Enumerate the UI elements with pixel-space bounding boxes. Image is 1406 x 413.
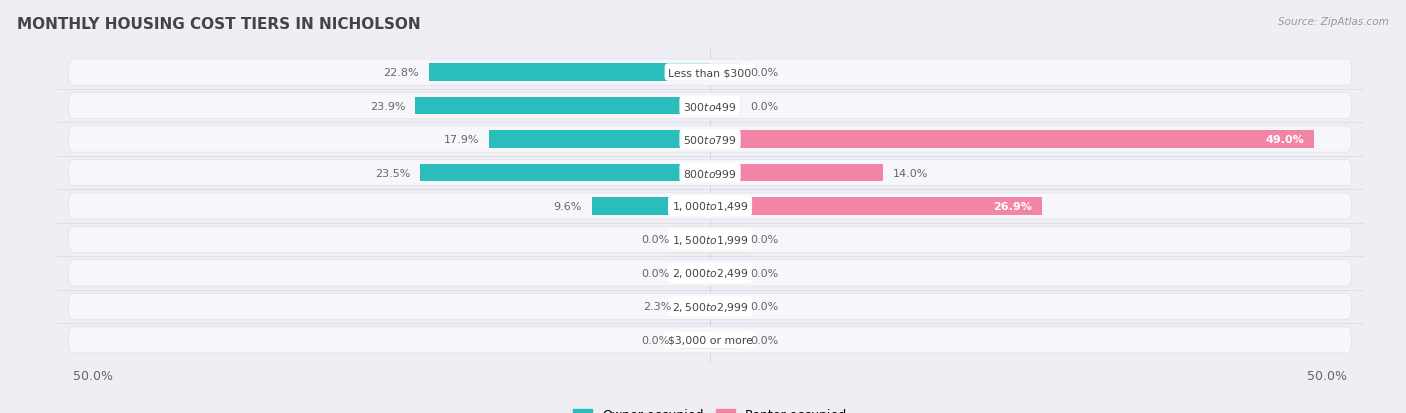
Text: $800 to $999: $800 to $999 <box>683 167 737 179</box>
Text: $2,000 to $2,499: $2,000 to $2,499 <box>672 267 748 280</box>
Bar <box>679 231 710 249</box>
Text: $1,000 to $1,499: $1,000 to $1,499 <box>672 200 748 213</box>
Bar <box>710 331 741 349</box>
FancyBboxPatch shape <box>69 294 1351 320</box>
Bar <box>710 64 741 82</box>
FancyBboxPatch shape <box>69 260 1351 286</box>
Text: 2.3%: 2.3% <box>644 301 672 312</box>
Text: Source: ZipAtlas.com: Source: ZipAtlas.com <box>1278 17 1389 26</box>
Bar <box>682 298 710 316</box>
Text: 23.5%: 23.5% <box>375 168 411 178</box>
FancyBboxPatch shape <box>69 93 1351 119</box>
FancyBboxPatch shape <box>69 193 1351 220</box>
Text: $2,500 to $2,999: $2,500 to $2,999 <box>672 300 748 313</box>
Text: 0.0%: 0.0% <box>751 335 779 345</box>
Text: MONTHLY HOUSING COST TIERS IN NICHOLSON: MONTHLY HOUSING COST TIERS IN NICHOLSON <box>17 17 420 31</box>
Text: Less than $300: Less than $300 <box>668 68 752 78</box>
Text: 17.9%: 17.9% <box>444 135 479 145</box>
Bar <box>710 298 741 316</box>
FancyBboxPatch shape <box>69 127 1351 153</box>
Text: 0.0%: 0.0% <box>751 235 779 245</box>
FancyBboxPatch shape <box>69 160 1351 186</box>
Bar <box>710 198 1042 215</box>
Text: $1,500 to $1,999: $1,500 to $1,999 <box>672 233 748 247</box>
Bar <box>592 198 710 215</box>
Legend: Owner-occupied, Renter-occupied: Owner-occupied, Renter-occupied <box>568 404 852 413</box>
Bar <box>710 231 741 249</box>
Text: 23.9%: 23.9% <box>370 101 405 112</box>
Bar <box>489 131 710 148</box>
Text: 0.0%: 0.0% <box>751 68 779 78</box>
Bar <box>429 64 710 82</box>
Bar <box>415 97 710 115</box>
Bar <box>710 164 883 182</box>
FancyBboxPatch shape <box>69 327 1351 353</box>
Text: $300 to $499: $300 to $499 <box>683 100 737 112</box>
FancyBboxPatch shape <box>69 60 1351 86</box>
Bar <box>679 331 710 349</box>
Text: 49.0%: 49.0% <box>1265 135 1305 145</box>
Bar <box>420 164 710 182</box>
Text: 0.0%: 0.0% <box>751 101 779 112</box>
Text: 0.0%: 0.0% <box>641 235 669 245</box>
Bar <box>710 97 741 115</box>
Text: 9.6%: 9.6% <box>554 202 582 211</box>
Text: $3,000 or more: $3,000 or more <box>668 335 752 345</box>
Bar <box>710 265 741 282</box>
Text: 14.0%: 14.0% <box>893 168 928 178</box>
Bar <box>710 131 1315 148</box>
Text: 0.0%: 0.0% <box>751 301 779 312</box>
Text: 26.9%: 26.9% <box>993 202 1032 211</box>
FancyBboxPatch shape <box>69 227 1351 253</box>
Text: 22.8%: 22.8% <box>384 68 419 78</box>
Text: 0.0%: 0.0% <box>751 268 779 278</box>
Text: $500 to $799: $500 to $799 <box>683 134 737 146</box>
Bar <box>679 265 710 282</box>
Text: 0.0%: 0.0% <box>641 268 669 278</box>
Text: 0.0%: 0.0% <box>641 335 669 345</box>
